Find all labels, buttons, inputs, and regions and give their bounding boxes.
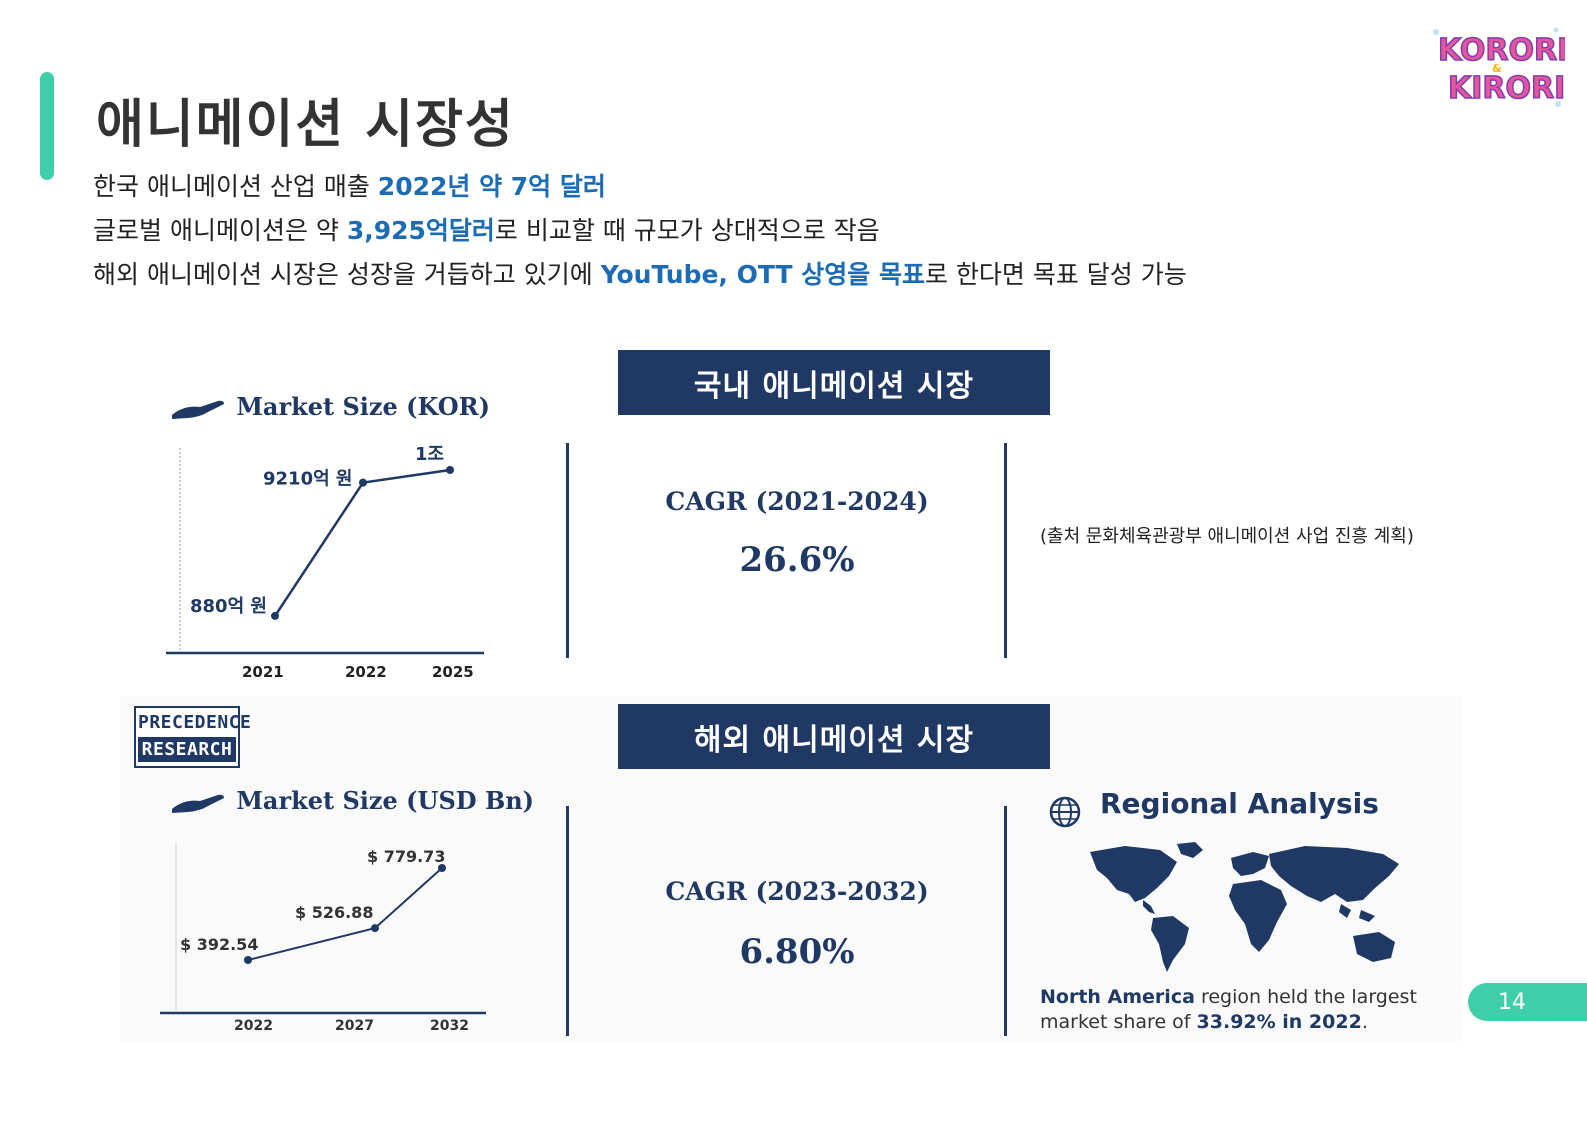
usd-data-label: $ 779.73 (367, 847, 445, 866)
divider-right-bottom (1004, 806, 1007, 1036)
usd-x-tick-label: 2027 (335, 1018, 374, 1034)
intro-line-3-text: 해외 애니메이션 시장은 성장을 거듭하고 있기에 (93, 260, 601, 289)
overseas-cagr-value: 6.80% (739, 932, 855, 972)
intro-line-3-tail: 로 한다면 목표 달성 가능 (924, 260, 1187, 289)
pr-logo-line1: PRECEDENCE (138, 710, 252, 735)
region-text-2: market share of (1040, 1011, 1197, 1033)
overseas-market-title: Market Size (USD Bn) (236, 786, 535, 815)
world-map-icon (1090, 842, 1399, 972)
usd-data-point (371, 924, 379, 933)
logo-amp: & (1492, 62, 1502, 75)
usd-market-chart: $ 392.54 2022 $ 526.88 2027 $ 779.73 2032 (160, 844, 486, 1034)
intro-line-1-text: 한국 애니메이션 산업 매출 (93, 172, 378, 201)
precedence-research-logo: PRECEDENCE RESEARCH (134, 706, 252, 768)
overseas-cagr-label: CAGR (2023-2032) (665, 877, 929, 906)
regional-analysis-title: Regional Analysis (1100, 787, 1379, 820)
usd-x-tick-label: 2022 (234, 1018, 273, 1034)
region-text-3: . (1361, 1011, 1368, 1033)
intro-line-2: 글로벌 애니메이션은 약 3,925억달러로 비교할 때 규모가 상대적으로 작… (93, 211, 880, 247)
logo-line1: KORORI (1438, 33, 1565, 68)
globe-icon (1049, 796, 1081, 828)
intro-line-2-text: 글로벌 애니메이션은 약 (93, 216, 347, 245)
divider-right-top (1004, 443, 1007, 658)
overseas-market-title-row: Market Size (USD Bn) (170, 786, 534, 815)
divider-left-bottom (566, 806, 569, 1036)
overseas-banner: 해외 애니메이션 시장 (618, 704, 1050, 769)
kor-x-tick-label: 2021 (242, 663, 284, 681)
kirori-logo: KORORI & KIRORI (1433, 27, 1565, 107)
usd-data-label: $ 392.54 (180, 935, 258, 954)
kor-data-label: 1조 (415, 444, 444, 465)
kor-data-point (271, 611, 279, 620)
logo-line2: KIRORI (1448, 71, 1565, 106)
usd-data-point (438, 864, 446, 872)
divider-left-top (566, 443, 569, 658)
usd-x-tick-label: 2032 (430, 1018, 469, 1034)
domestic-market-title: Market Size (KOR) (236, 392, 490, 421)
kor-data-label: 880억 원 (190, 596, 267, 617)
kor-data-point (446, 466, 454, 474)
hand-icon (172, 400, 224, 419)
regional-summary: North America region held the largest ma… (1040, 985, 1417, 1035)
region-name: North America (1040, 986, 1195, 1008)
kor-market-chart: 880억 원 2021 9210억 원 2022 1조 2025 (166, 444, 484, 681)
intro-line-3-highlight: YouTube, OTT 상영을 목표 (600, 260, 925, 289)
source-note: (출처 문화체육관광부 애니메이션 사업 진흥 계획) (1040, 526, 1414, 547)
domestic-market-title-row: Market Size (KOR) (170, 392, 490, 421)
page-number: 14 (1468, 983, 1587, 1021)
domestic-banner: 국내 애니메이션 시장 (618, 350, 1050, 415)
region-text-1: region held the largest (1194, 986, 1417, 1008)
intro-line-2-highlight: 3,925억달러 (346, 216, 495, 245)
usd-data-point (244, 956, 252, 964)
kor-data-point (359, 478, 367, 487)
hand-icon (172, 794, 224, 813)
intro-line-2-tail: 로 비교할 때 규모가 상대적으로 작음 (494, 216, 880, 245)
domestic-cagr-label: CAGR (2021-2024) (665, 487, 929, 516)
page-title: 애니메이션 시장성 (96, 95, 515, 155)
kor-series-line (273, 468, 451, 617)
kor-x-tick-label: 2025 (432, 663, 474, 681)
title-accent-bar (40, 72, 54, 180)
region-share-value: 33.92% in 2022 (1196, 1011, 1362, 1033)
kor-x-tick-label: 2022 (345, 663, 387, 681)
kor-data-label: 9210억 원 (263, 469, 352, 490)
pr-logo-line2: RESEARCH (138, 737, 236, 762)
usd-data-label: $ 526.88 (295, 903, 373, 922)
intro-line-1: 한국 애니메이션 산업 매출 2022년 약 7억 달러 (93, 167, 606, 203)
intro-line-3: 해외 애니메이션 시장은 성장을 거듭하고 있기에 YouTube, OTT 상… (93, 255, 1187, 291)
intro-line-1-highlight: 2022년 약 7억 달러 (377, 172, 606, 201)
domestic-cagr-value: 26.6% (739, 540, 855, 580)
